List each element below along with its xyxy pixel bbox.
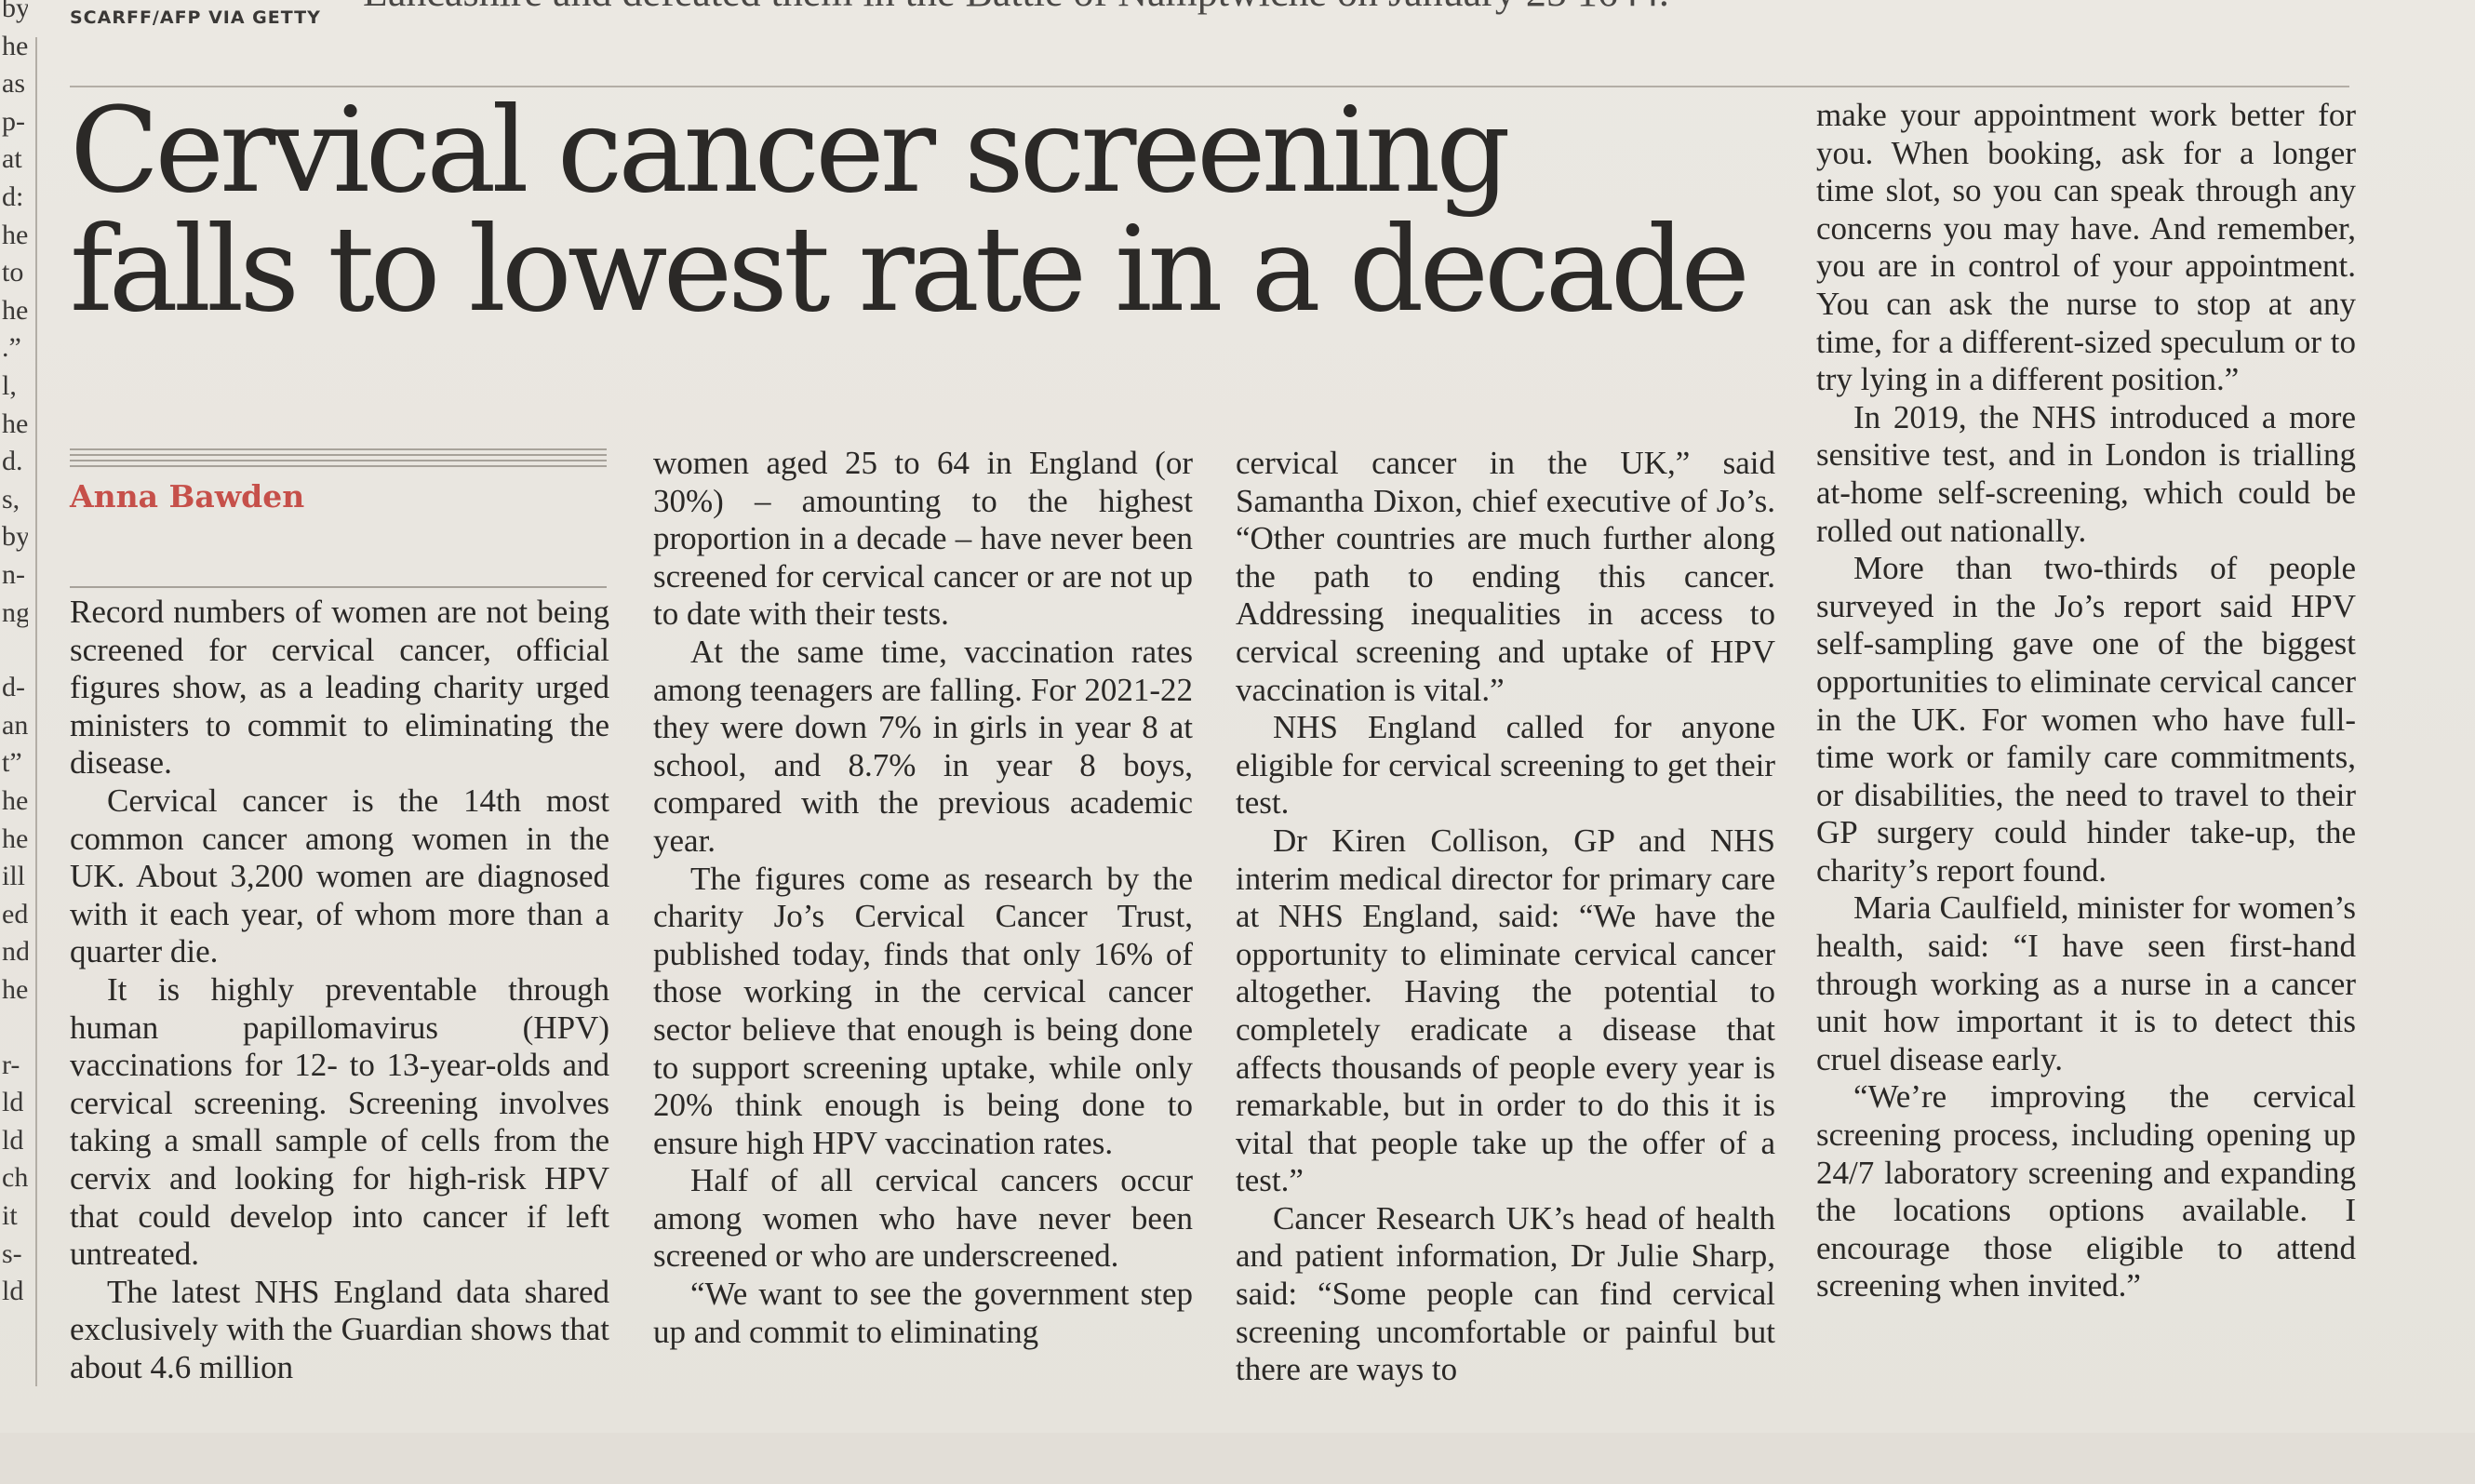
headline-line-1: Cervical cancer screening	[70, 82, 1511, 219]
page-bottom-margin	[0, 1433, 2475, 1484]
paragraph: Half of all cervical cancers occur among…	[653, 1162, 1193, 1275]
paragraph: At the same time, vaccination rates amon…	[653, 633, 1193, 859]
edge-fragment: ch	[2, 1162, 28, 1194]
paragraph: In 2019, the NHS introduced a more sensi…	[1816, 398, 2356, 549]
article-column-4: make your appointment work better for yo…	[1816, 97, 2356, 1305]
edge-fragment: nd	[2, 936, 28, 968]
edge-fragment: t”	[2, 747, 22, 779]
edge-fragment: ed	[2, 898, 28, 929]
byline-rule	[70, 586, 607, 588]
article-column-1: Record numbers of women are not being sc…	[70, 594, 609, 1386]
edge-fragment: to	[2, 257, 24, 288]
paragraph: Maria Caulfield, minister for women’s he…	[1816, 889, 2356, 1077]
edge-fragment: he	[2, 294, 28, 326]
byline-rules	[70, 448, 607, 471]
photo-credit: SCARFF/AFP VIA GETTY	[70, 7, 321, 28]
paragraph: More than two-thirds of people surveyed …	[1816, 550, 2356, 889]
paragraph: “We want to see the government step up a…	[653, 1276, 1193, 1350]
paragraph: make your appointment work better for yo…	[1816, 97, 2356, 398]
edge-fragment: he	[2, 219, 28, 250]
headline-line-2: falls to lowest rate in a decade	[70, 201, 1750, 338]
edge-fragment: d:	[2, 181, 24, 212]
paragraph: NHS England called for anyone eligible f…	[1236, 709, 1775, 822]
edge-fragment: ld	[2, 1124, 24, 1156]
edge-fragment: r-	[2, 1049, 20, 1080]
edge-fragment: s,	[2, 483, 20, 515]
paragraph: cervical cancer in the UK,” said Samanth…	[1236, 445, 1775, 708]
edge-fragment: d-	[2, 672, 25, 703]
paragraph: The figures come as research by the char…	[653, 860, 1193, 1161]
article-column-3: cervical cancer in the UK,” said Samanth…	[1236, 445, 1775, 1389]
previous-article-strip: SCARFF/AFP VIA GETTY Lancashire and defe…	[0, 0, 2475, 37]
headline: Cervical cancer screening falls to lowes…	[70, 91, 1791, 329]
edge-fragment: n-	[2, 559, 25, 590]
edge-fragment: an	[2, 709, 28, 741]
edge-fragment: he	[2, 30, 28, 61]
edge-fragment: he	[2, 408, 28, 439]
byline: Anna Bawden	[70, 478, 305, 515]
edge-fragment: he	[2, 822, 28, 854]
edge-fragment: d.	[2, 446, 23, 477]
edge-fragment: ng	[2, 596, 28, 628]
edge-fragment: ill	[2, 861, 26, 892]
edge-fragment: he	[2, 974, 28, 1005]
paragraph: It is highly preventable through human p…	[70, 970, 609, 1273]
paragraph: Record numbers of women are not being sc…	[70, 594, 609, 782]
paragraph: Cervical cancer is the 14th most common …	[70, 782, 609, 970]
paragraph: “We’re improving the cervical screening …	[1816, 1078, 2356, 1304]
edge-fragment: at	[2, 143, 22, 175]
edge-fragment: by	[2, 521, 28, 553]
edge-fragment: p-	[2, 105, 25, 137]
edge-fragment: s-	[2, 1237, 22, 1269]
top-rule	[70, 86, 2349, 87]
edge-fragment: ld	[2, 1087, 24, 1118]
adjacent-column-fragments: by he as p-at d: he to he .” l, he d. s, by n-ng d-an t”…	[0, 0, 28, 1433]
edge-fragment: as	[2, 68, 25, 100]
edge-fragment: it	[2, 1200, 18, 1231]
edge-fragment: .”	[2, 332, 21, 364]
article-column-2: women aged 25 to 64 in England (or 30%) …	[653, 445, 1193, 1351]
edge-fragment: l,	[2, 370, 17, 401]
paragraph: Cancer Research UK’s head of health and …	[1236, 1199, 1775, 1388]
edge-fragment: he	[2, 785, 28, 816]
paragraph: The latest NHS England data shared exclu…	[70, 1273, 609, 1385]
edge-fragment: ld	[2, 1276, 24, 1307]
previous-caption-fragment: Lancashire and defeated them in the Batt…	[363, 0, 1669, 16]
paragraph: women aged 25 to 64 in England (or 30%) …	[653, 445, 1193, 633]
paragraph: Dr Kiren Collison, GP and NHS interim me…	[1236, 822, 1775, 1199]
edge-fragment: by	[2, 0, 28, 23]
column-rule-left	[35, 37, 37, 1386]
